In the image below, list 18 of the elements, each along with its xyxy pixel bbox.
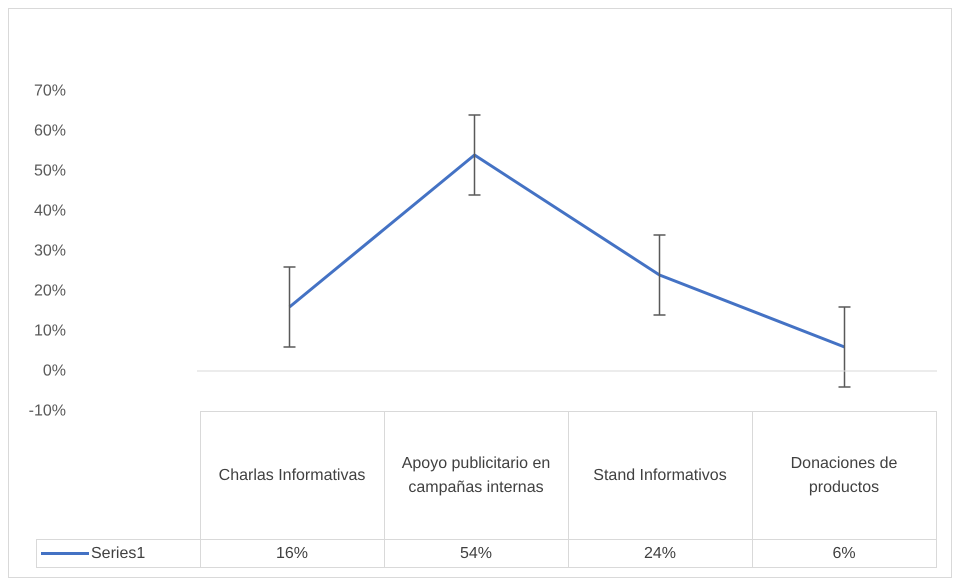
legend-label: Series1: [36, 540, 200, 568]
data-label: 24%: [568, 540, 752, 568]
y-tick-label: 0%: [42, 362, 66, 380]
x-tick-label: Donaciones de productos: [752, 412, 936, 540]
data-label: 54%: [384, 540, 568, 568]
data-label: 16%: [200, 540, 384, 568]
y-tick-label: 70%: [34, 82, 66, 100]
x-tick-label: Apoyo publicitario en campañas internas: [384, 412, 568, 540]
data-label: 6%: [752, 540, 936, 568]
y-tick-label: 40%: [34, 202, 66, 220]
y-tick-label: 60%: [34, 122, 66, 140]
x-tick-label: Stand Informativos: [568, 412, 752, 540]
y-tick-label: 20%: [34, 282, 66, 300]
x-tick-label: Charlas Informativas: [200, 412, 384, 540]
y-tick-label: -10%: [28, 402, 66, 420]
y-tick-label: 30%: [34, 242, 66, 260]
y-tick-label: 10%: [34, 322, 66, 340]
y-tick-label: 50%: [34, 162, 66, 180]
